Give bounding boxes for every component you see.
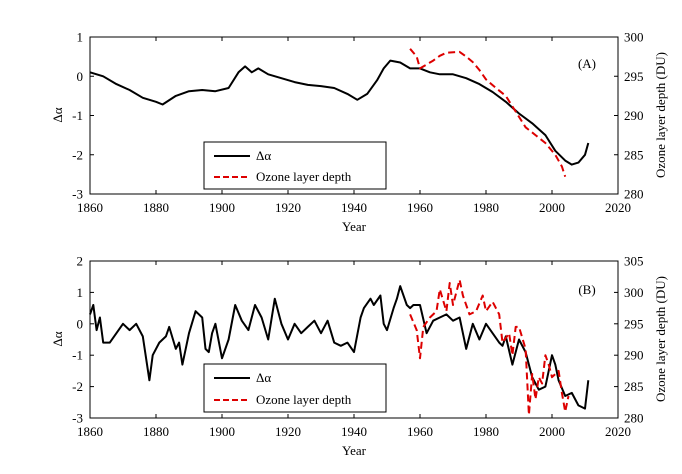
panel-a-xlabel: Year	[342, 219, 367, 234]
panel-b-legend: Δα Ozone layer depth	[203, 363, 387, 413]
panel-a-ylabel-right: Ozone layer depth (DU)	[653, 52, 668, 178]
panel-b-xtick-label: 2000	[539, 424, 565, 439]
panel-b-ylabel-right: Ozone layer depth (DU)	[653, 276, 668, 402]
panel-a-xtick-label: 1880	[143, 200, 169, 215]
panel-a-frame	[89, 36, 619, 195]
panel-b-xtick-label: 2020	[605, 424, 631, 439]
panel-a-ytick-right-label: 295	[624, 69, 644, 84]
panel-a-legend: Δα Ozone layer depth	[203, 141, 387, 190]
panel-a-ytick-right-label: 280	[624, 187, 644, 202]
panel-b-ytick-left-label: -2	[72, 379, 83, 394]
panel-a-ytick-left-label: -2	[72, 147, 83, 162]
panel-a-ticks: 1860 1880 1900 1920 1940 1960 1980 2000 2020 -3 -2…	[72, 30, 643, 216]
panel-a-xtick-label: 1900	[209, 200, 235, 215]
panel-a-ytick-left-label: -3	[72, 187, 83, 202]
panel-a-ytick-right-label: 285	[624, 147, 644, 162]
panel-b-xtick-label: 1980	[473, 424, 499, 439]
panel-a-ytick-left-label: -1	[72, 108, 83, 123]
panel-b-series-ozone-line	[409, 278, 570, 416]
panel-b-xtick-label: 1940	[341, 424, 367, 439]
panel-b-xtick-label: 1920	[275, 424, 301, 439]
panel-a-xtick-label: 2000	[539, 200, 565, 215]
panel-b-ticks: 1860 1880 1900 1920 1940 1960 1980 2000 2020 -3 -2…	[72, 254, 643, 440]
panel-b-ytick-right-label: 305	[624, 254, 644, 269]
panel-b-label: (B)	[578, 282, 595, 297]
panel-b-ytick-right-label: 295	[624, 316, 644, 331]
panel-a-xtick-label: 1960	[407, 200, 433, 215]
panel-a-legend-box	[203, 141, 387, 190]
panel-b-ytick-right-label: 285	[624, 379, 644, 394]
panel-b-legend-box	[203, 363, 387, 413]
panel-a-ytick-left-label: 1	[77, 30, 84, 45]
panel-a-xtick-label: 1940	[341, 200, 367, 215]
panel-a-label: (A)	[578, 56, 596, 71]
panel-b-ytick-left-label: -1	[72, 348, 83, 363]
panel-a: 1860 1880 1900 1920 1940 1960 1980 2000 2020 -3 -2…	[50, 30, 668, 235]
panel-b-series-alpha-line	[89, 285, 590, 410]
panel-b-ytick-left-label: 1	[77, 285, 84, 300]
panel-b-ytick-right-label: 290	[624, 348, 644, 363]
panel-a-ytick-right-label: 290	[624, 108, 644, 123]
panel-a-xtick-label: 1860	[77, 200, 103, 215]
panel-b-ylabel-left: Δα	[50, 331, 65, 346]
panel-b-xtick-label: 1960	[407, 424, 433, 439]
panel-a-ytick-right-label: 300	[624, 30, 644, 45]
panel-a-legend-label-ozone: Ozone layer depth	[256, 169, 352, 184]
panel-a-ylabel-left: Δα	[50, 107, 65, 122]
panel-b-frame	[89, 260, 619, 419]
panel-a-series-ozone-line	[409, 48, 567, 178]
panel-b-series	[89, 278, 590, 416]
panel-a-xtick-label: 1980	[473, 200, 499, 215]
panel-b: 1860 1880 1900 1920 1940 1960 1980 2000 2020 -3 -2…	[50, 254, 668, 459]
panel-b-ytick-left-label: -3	[72, 411, 83, 426]
panel-b-ytick-left-label: 0	[77, 316, 84, 331]
panel-b-xlabel: Year	[342, 443, 367, 458]
panel-a-series	[89, 48, 590, 178]
panel-b-legend-label-alpha: Δα	[256, 370, 271, 385]
panel-b-xtick-label: 1880	[143, 424, 169, 439]
panel-b-legend-label-ozone: Ozone layer depth	[256, 392, 352, 407]
panel-b-ytick-right-label: 280	[624, 411, 644, 426]
panel-a-legend-label-alpha: Δα	[256, 148, 271, 163]
panel-a-xtick-label: 2020	[605, 200, 631, 215]
panel-b-ytick-right-label: 300	[624, 285, 644, 300]
panel-b-xtick-label: 1900	[209, 424, 235, 439]
panel-b-xtick-label: 1860	[77, 424, 103, 439]
panel-a-ytick-left-label: 0	[77, 69, 84, 84]
panel-a-series-alpha-line	[89, 59, 590, 166]
panel-b-ytick-left-label: 2	[77, 254, 84, 269]
panel-a-xtick-label: 1920	[275, 200, 301, 215]
